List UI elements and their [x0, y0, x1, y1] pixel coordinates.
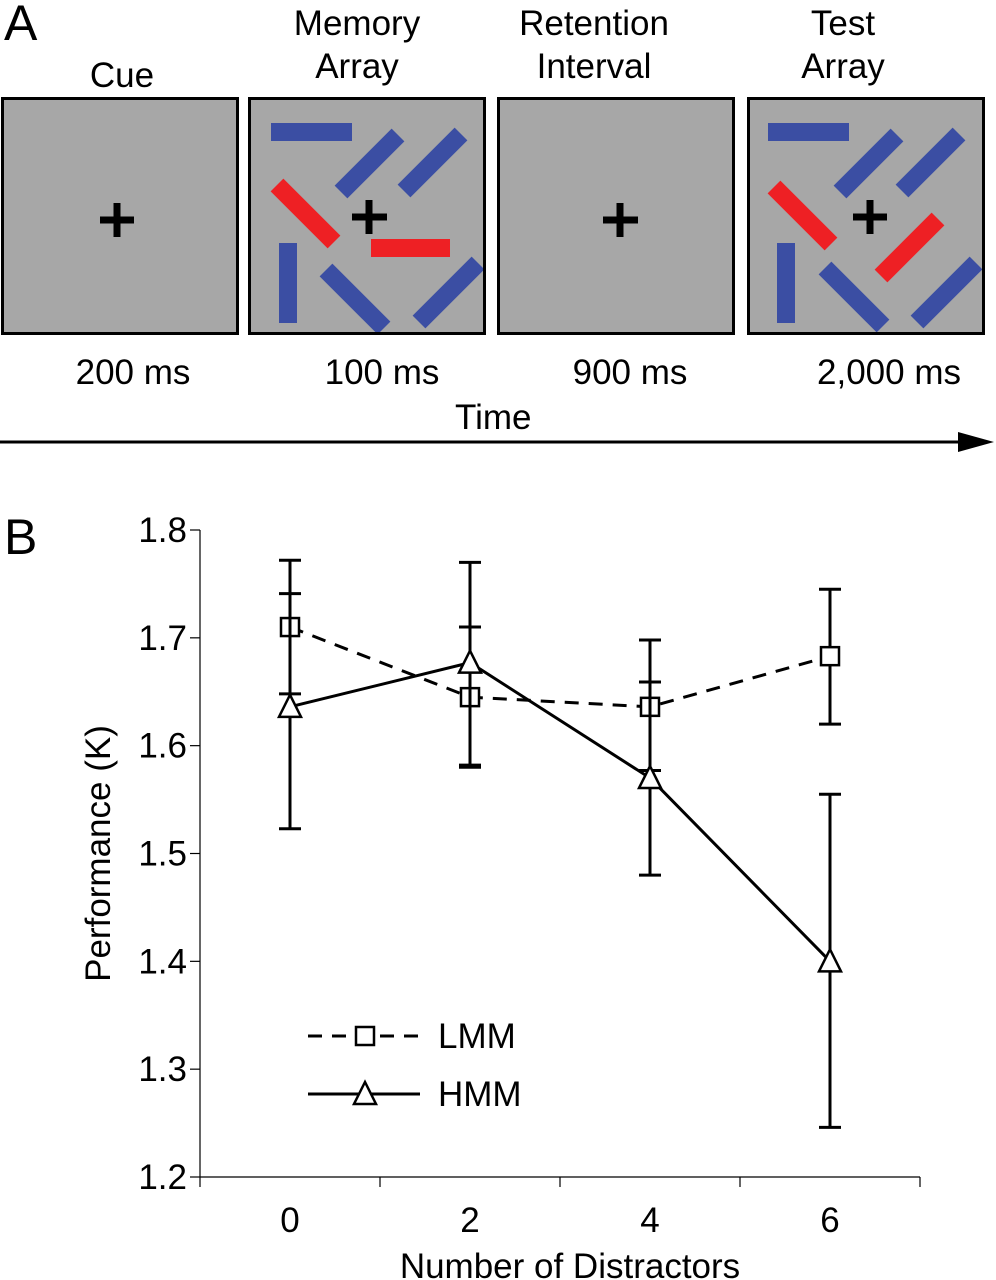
- legend-label-hmm: HMM: [438, 1075, 522, 1114]
- retention-interval-frame: [497, 97, 735, 335]
- time-label: Time: [455, 398, 532, 437]
- marker-lmm: [819, 645, 841, 667]
- legend-marker-lmm: [354, 1025, 376, 1047]
- blue-bars: [768, 123, 982, 332]
- y-tick-label: 1.8: [138, 511, 187, 550]
- y-tick-label: 1.5: [138, 835, 187, 874]
- series-line-hmm: [289, 661, 832, 963]
- x-tick-label: 6: [820, 1201, 839, 1240]
- fixation-cross: [853, 200, 887, 234]
- legend-marker-hmm: [351, 1079, 379, 1106]
- series-lmm: [279, 558, 841, 772]
- x-axis-label: Number of Distractors: [400, 1247, 740, 1280]
- y-tick-label: 1.2: [138, 1158, 187, 1197]
- blue-bars: [271, 123, 483, 332]
- y-tick-label: 1.3: [138, 1050, 187, 1089]
- frame-label-test-array: Test Array: [801, 4, 885, 87]
- memory-array-frame: [248, 97, 486, 335]
- marker-hmm: [636, 763, 664, 790]
- marker-hmm: [456, 647, 484, 674]
- fixation-cross: [352, 200, 387, 234]
- time-arrow: [0, 432, 994, 452]
- y-tick-label: 1.6: [138, 727, 187, 766]
- panel-b-letter: B: [4, 509, 38, 565]
- test-array-frame: [747, 97, 985, 335]
- series-line-lmm: [289, 625, 831, 709]
- fixation-cross: [603, 203, 638, 237]
- red-bars: [270, 178, 450, 257]
- performance-chart: 1.2 1.3 1.4 1.5 1.6 1.7 1.8 0 2 4 6 Number of Distr…: [79, 511, 921, 1280]
- frame-label-cue: Cue: [89, 56, 155, 95]
- series-hmm: [276, 560, 844, 1129]
- fixation-cross: [100, 203, 134, 237]
- panel-a-letter: A: [4, 0, 38, 51]
- duration-retention: 900 ms: [572, 353, 688, 392]
- marker-hmm: [816, 946, 844, 973]
- red-bars: [767, 180, 945, 283]
- x-tick-label: 2: [460, 1201, 479, 1240]
- duration-cue: 200 ms: [75, 353, 191, 392]
- legend-label-lmm: LMM: [438, 1017, 516, 1056]
- legend-item-lmm: LMM: [308, 1017, 516, 1056]
- x-tick-label: 0: [280, 1201, 299, 1240]
- x-tick-label: 4: [640, 1201, 659, 1240]
- legend-item-hmm: HMM: [308, 1075, 522, 1114]
- frame-label-memory-array: Memory Array: [293, 4, 421, 87]
- y-tick-label: 1.7: [138, 619, 187, 658]
- cue-frame: [1, 97, 239, 335]
- duration-test-array: 2,000 ms: [817, 353, 961, 392]
- y-axis-label: Performance (K): [79, 725, 118, 982]
- y-tick-label: 1.4: [138, 942, 187, 981]
- duration-memory-array: 100 ms: [324, 353, 440, 392]
- frame-label-retention-interval: Retention Interval: [519, 4, 669, 87]
- marker-hmm: [276, 692, 304, 719]
